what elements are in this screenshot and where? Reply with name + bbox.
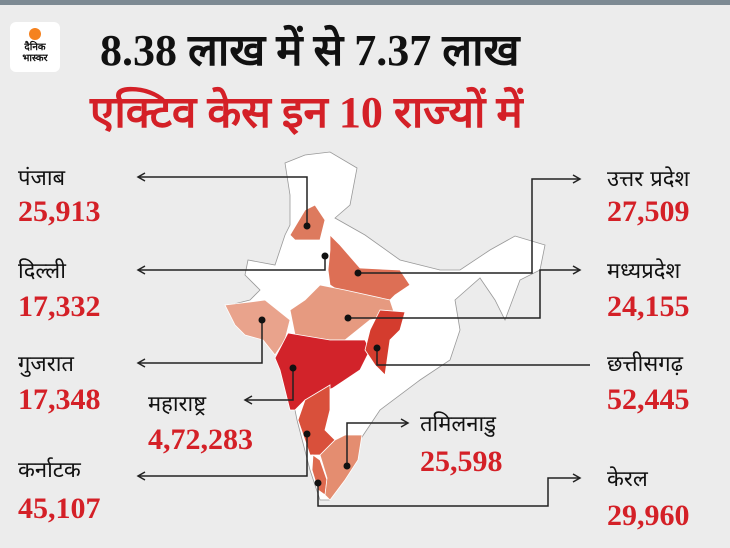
sun-icon (29, 28, 41, 40)
dot-punjab (303, 222, 311, 230)
connector-karnataka (136, 434, 308, 481)
label-tamil-nadu: तमिलनाडु (420, 412, 496, 437)
cases-karnataka: 45,107 (18, 492, 101, 525)
dot-uttar-pradesh (354, 269, 362, 277)
label-uttar-pradesh: उत्तर प्रदेश (607, 167, 690, 192)
label-punjab: पंजाब (18, 166, 66, 191)
dot-tamil-nadu (343, 462, 351, 470)
headline-line2: एक्टिव केस इन 10 राज्यों में (90, 88, 523, 137)
cases-chhattisgarh: 52,445 (607, 383, 690, 416)
connector-uttar-pradesh (358, 174, 582, 274)
dot-delhi (321, 252, 329, 260)
label-maharashtra: महाराष्ट्र (148, 392, 207, 417)
cases-kerala: 29,960 (607, 499, 690, 532)
cases-punjab: 25,913 (18, 195, 101, 228)
label-kerala: केरल (607, 467, 648, 492)
state-gujarat (224, 299, 291, 356)
connector-gujarat (136, 320, 263, 368)
cases-tamil-nadu: 25,598 (420, 445, 503, 478)
dainik-bhaskar-logo: दैनिक भास्कर (10, 22, 60, 72)
label-madhya-pradesh: मध्यप्रदेश (607, 259, 681, 284)
cases-uttar-pradesh: 27,509 (607, 195, 690, 228)
cases-gujarat: 17,348 (18, 383, 101, 416)
top-bar (0, 0, 730, 5)
connector-tamil-nadu (346, 418, 410, 466)
dot-madhya-pradesh (344, 314, 352, 322)
dot-maharashtra (289, 364, 297, 372)
connector-maharashtra (243, 368, 294, 405)
label-karnataka: कर्नाटक (18, 458, 81, 483)
cases-madhya-pradesh: 24,155 (607, 290, 690, 323)
logo-line1: दैनिक (24, 42, 46, 53)
dot-kerala (314, 479, 322, 487)
headline-line1: 8.38 लाख में से 7.37 लाख (100, 26, 520, 75)
label-chhattisgarh: छत्तीसगढ़ (607, 352, 683, 377)
label-gujarat: गुजरात (18, 352, 74, 377)
connector-kerala (317, 473, 582, 507)
label-delhi: दिल्ली (18, 259, 66, 284)
cases-maharashtra: 4,72,283 (148, 423, 253, 456)
state-tamil-nadu (319, 434, 363, 501)
connector-madhya-pradesh (348, 265, 582, 319)
dot-karnataka (303, 430, 311, 438)
dot-chhattisgarh (373, 344, 381, 352)
connector-chhattisgarh (376, 348, 590, 366)
cases-delhi: 17,332 (18, 290, 101, 323)
connector-delhi (136, 256, 326, 275)
state-uttar-pradesh (327, 234, 411, 301)
connector-punjab (136, 172, 308, 226)
logo-line2: भास्कर (22, 53, 48, 64)
dot-gujarat (258, 316, 266, 324)
